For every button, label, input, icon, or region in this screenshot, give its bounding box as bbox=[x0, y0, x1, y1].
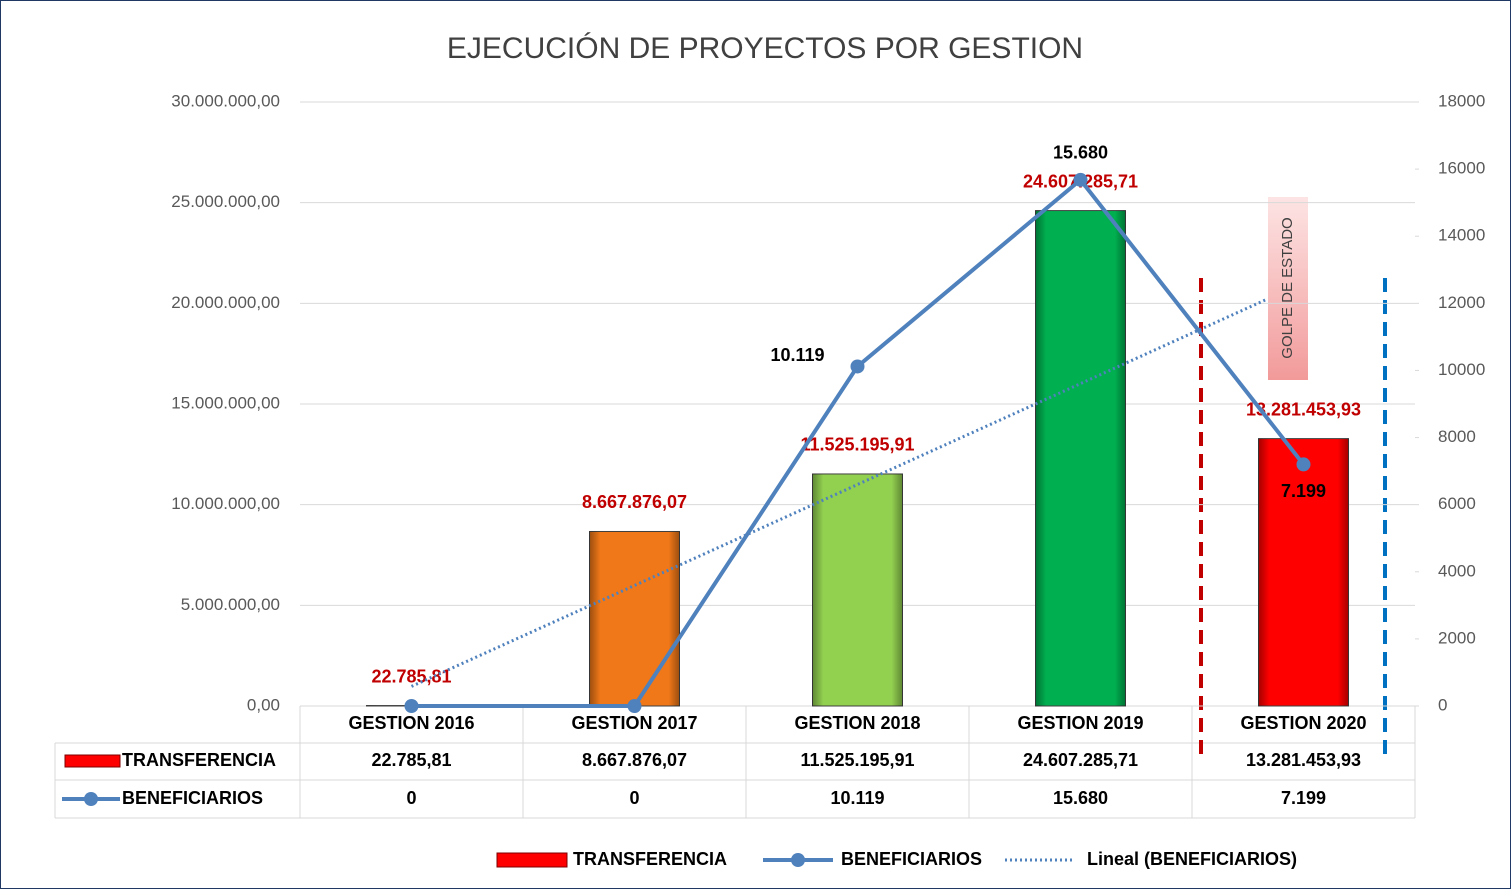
trendline bbox=[410, 298, 1267, 688]
legend-swatch bbox=[64, 754, 121, 768]
y2-tick-label: 14000 bbox=[1438, 226, 1485, 245]
y-tick-label: 25.000.000,00 bbox=[171, 192, 280, 211]
y2-tick-label: 18000 bbox=[1438, 91, 1485, 110]
annotation-box bbox=[1268, 197, 1308, 380]
y2-tick-label: 10000 bbox=[1438, 360, 1485, 379]
marker bbox=[1073, 172, 1088, 187]
y-tick-label: 0,00 bbox=[247, 695, 280, 714]
table-cell: 11.525.195,91 bbox=[800, 750, 914, 770]
data-label: 11.525.195,91 bbox=[800, 435, 914, 455]
y2-tick-label: 4000 bbox=[1438, 561, 1476, 580]
legend-swatch bbox=[496, 852, 568, 868]
annotation: GOLPE DE ESTADO bbox=[1279, 217, 1296, 358]
y2-tick-label: 0 bbox=[1438, 695, 1447, 714]
x-tick-label: GESTION 2020 bbox=[1240, 713, 1366, 733]
table-cell: 7.199 bbox=[1281, 788, 1326, 808]
chart-title: EJECUCIÓN DE PROYECTOS POR GESTION bbox=[447, 32, 1083, 65]
legend-swatch bbox=[84, 792, 98, 806]
table-cell: 24.607.285,71 bbox=[1023, 750, 1138, 770]
table-row-label: BENEFICIARIOS bbox=[122, 788, 263, 808]
x-tick-label: GESTION 2018 bbox=[794, 713, 920, 733]
y2-tick-label: 6000 bbox=[1438, 494, 1476, 513]
x-tick-label: GESTION 2016 bbox=[348, 713, 474, 733]
data-label: 22.785,81 bbox=[371, 666, 451, 686]
legend-label: TRANSFERENCIA bbox=[573, 849, 727, 869]
table-cell: 10.119 bbox=[830, 788, 884, 808]
y-tick-label: 30.000.000,00 bbox=[171, 91, 280, 110]
y2-tick-label: 12000 bbox=[1438, 293, 1485, 312]
data-label: 7.199 bbox=[1281, 481, 1326, 501]
y-tick-label: 10.000.000,00 bbox=[171, 494, 280, 513]
data-label: 15.680 bbox=[1053, 143, 1108, 163]
table-cell: 0 bbox=[629, 788, 639, 808]
marker bbox=[404, 699, 419, 713]
legend-label: Lineal (BENEFICIARIOS) bbox=[1087, 849, 1297, 869]
bar-shade bbox=[812, 473, 903, 706]
table-cell: 22.785,81 bbox=[371, 750, 451, 770]
marker bbox=[850, 359, 865, 374]
table-cell: 15.680 bbox=[1053, 788, 1108, 808]
bar-shade bbox=[1035, 210, 1126, 707]
data-label: 10.119 bbox=[770, 345, 824, 365]
y2-tick-label: 8000 bbox=[1438, 427, 1476, 446]
table-cell: 13.281.453,93 bbox=[1246, 750, 1361, 770]
marker bbox=[627, 699, 642, 713]
bar-shade bbox=[1258, 438, 1349, 706]
y-tick-label: 20.000.000,00 bbox=[171, 293, 280, 312]
x-tick-label: GESTION 2019 bbox=[1017, 713, 1143, 733]
table-cell: 8.667.876,07 bbox=[582, 750, 687, 770]
y-tick-label: 15.000.000,00 bbox=[171, 393, 280, 412]
table-cell: 0 bbox=[406, 788, 416, 808]
bar-shade bbox=[589, 531, 680, 706]
table-row-label: TRANSFERENCIA bbox=[122, 750, 276, 770]
y2-tick-label: 2000 bbox=[1438, 628, 1476, 647]
legend-swatch bbox=[791, 853, 805, 867]
marker bbox=[1296, 457, 1311, 472]
legend-label: BENEFICIARIOS bbox=[841, 849, 982, 869]
data-label: 13.281.453,93 bbox=[1246, 399, 1361, 419]
y2-tick-label: 16000 bbox=[1438, 159, 1485, 178]
legend: TRANSFERENCIA BENEFICIARIOS Lineal (BENE… bbox=[496, 849, 1297, 869]
data-table bbox=[54, 742, 1415, 819]
x-tick-label: GESTION 2017 bbox=[571, 713, 697, 733]
data-label: 8.667.876,07 bbox=[582, 492, 687, 512]
y-tick-label: 5.000.000,00 bbox=[181, 595, 280, 614]
